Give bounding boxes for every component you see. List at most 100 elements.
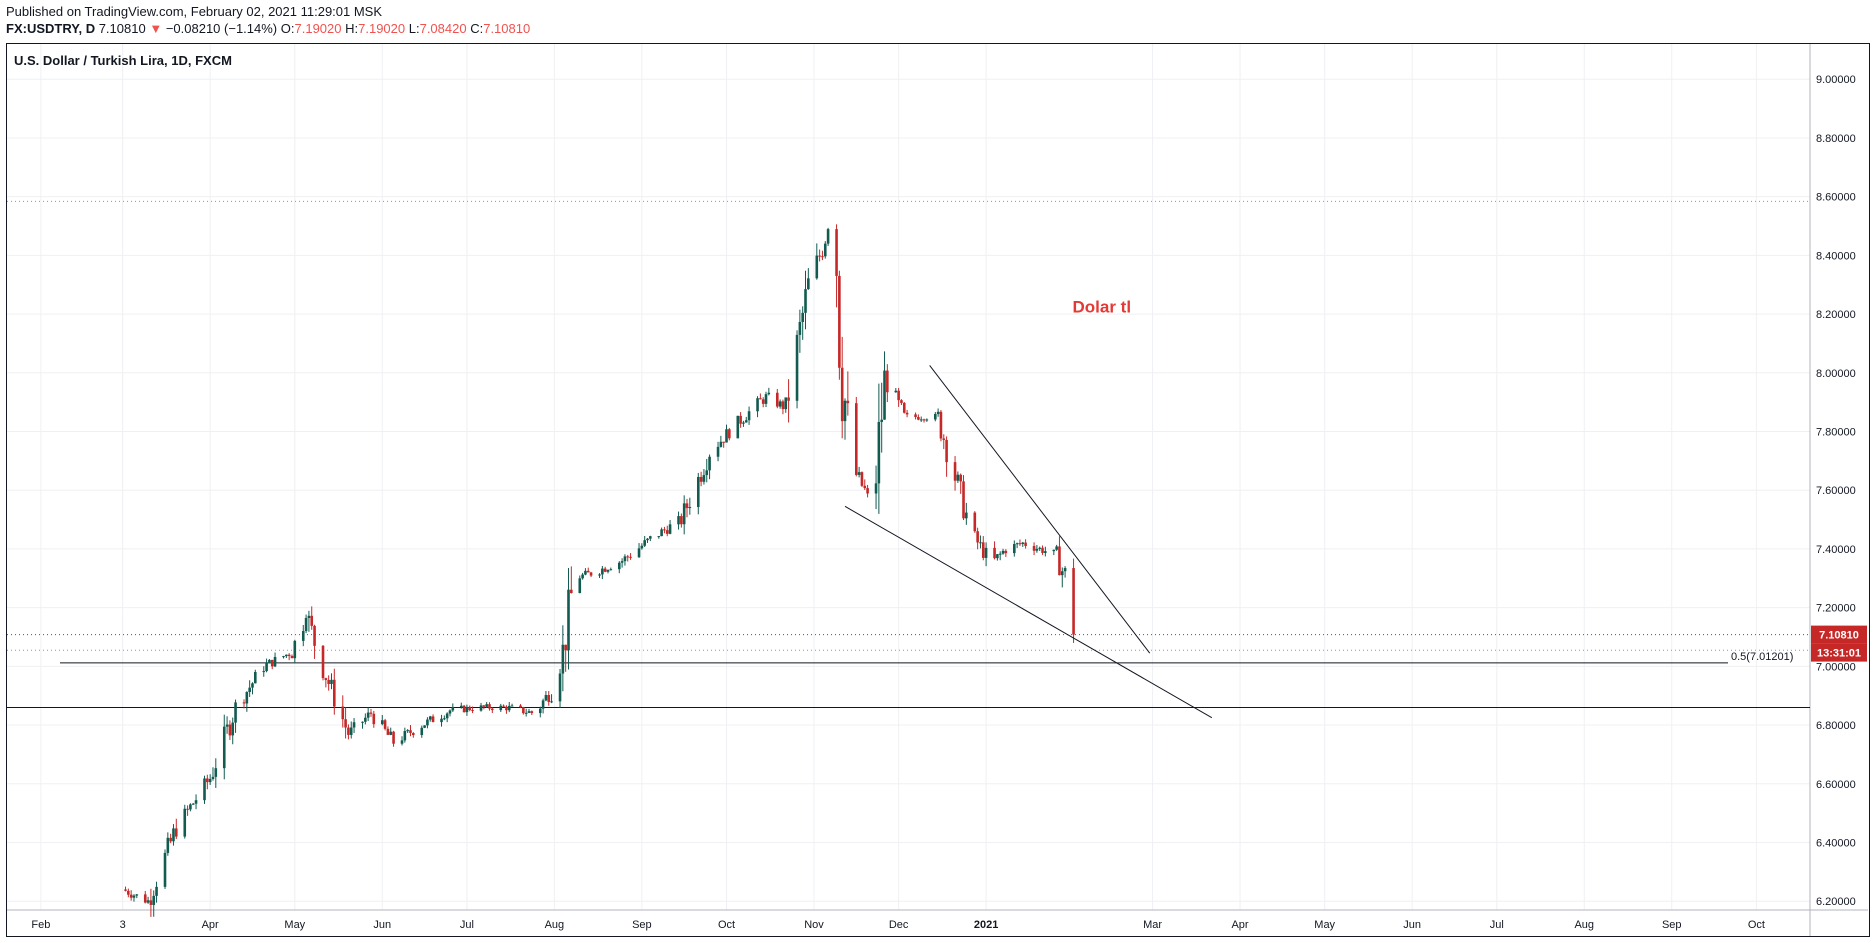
candle-up [705, 470, 709, 476]
candle-up [936, 411, 940, 414]
candle-down [942, 438, 946, 440]
candle-down [953, 462, 957, 481]
open-value: 7.19020 [294, 21, 342, 36]
candle-up [403, 731, 407, 741]
candle-up [163, 852, 167, 887]
y-tick-label: 6.20000 [1816, 896, 1856, 908]
y-tick-label: 6.80000 [1816, 720, 1856, 732]
candle-up [798, 321, 802, 335]
y-tick-label: 6.40000 [1816, 837, 1856, 849]
candle-up [307, 615, 311, 619]
candle-up [423, 725, 426, 728]
candle-down [468, 706, 472, 711]
low-value: 7.08420 [419, 21, 467, 36]
candle-down [149, 900, 153, 905]
candle-up [459, 705, 463, 708]
candle-down [347, 727, 350, 735]
candle-down [519, 705, 522, 708]
symbol-label: FX:USDTRY, D [6, 21, 96, 36]
y-tick-label: 7.20000 [1816, 603, 1856, 615]
candle-up [222, 726, 226, 769]
candle-up [225, 724, 229, 727]
candle-down [917, 417, 920, 420]
candles-group [124, 224, 1075, 917]
candle-up [696, 476, 700, 507]
x-tick-label: Jun [373, 919, 391, 931]
candle-down [409, 730, 412, 734]
candle-up [815, 255, 819, 279]
y-tick-label: 7.80000 [1816, 426, 1856, 438]
candle-down [482, 705, 486, 707]
candle-down [886, 370, 889, 393]
candle-up [191, 803, 195, 805]
candle-up [742, 422, 745, 424]
x-tick-label: May [284, 919, 305, 931]
candle-down [973, 512, 977, 532]
candle-up [826, 229, 830, 244]
candle-up [507, 705, 511, 711]
candle-down [589, 572, 593, 576]
candle-up [996, 554, 999, 559]
candle-up [440, 718, 443, 723]
countdown-tag [1811, 643, 1867, 662]
candle-down [287, 654, 291, 656]
candle-down [905, 412, 909, 415]
candle-up [400, 740, 404, 744]
last-price-tag [1811, 625, 1867, 644]
candle-up [584, 570, 587, 575]
candle-down [522, 707, 525, 714]
candle-down [333, 679, 336, 707]
candle-up [352, 722, 356, 728]
candle-down [1024, 542, 1027, 546]
candle-up [668, 524, 672, 534]
x-tick-label: 2021 [974, 919, 998, 931]
candle-down [547, 695, 551, 702]
trendline[interactable] [844, 505, 1213, 719]
candle-up [389, 731, 393, 735]
candle-down [787, 397, 790, 401]
candle-down [1072, 568, 1075, 635]
candle-up [1021, 542, 1025, 544]
trendline[interactable] [929, 365, 1151, 654]
x-tick-label: Aug [1574, 919, 1594, 931]
candle-down [369, 712, 373, 714]
candle-down [324, 678, 328, 680]
candle-up [823, 243, 827, 257]
candle-down [626, 556, 630, 558]
candle-up [702, 475, 706, 482]
candle-up [637, 548, 641, 558]
candle-up [538, 708, 542, 714]
candle-down [206, 778, 209, 783]
candle-up [479, 705, 483, 711]
candle-up [617, 562, 621, 570]
candle-up [380, 720, 384, 725]
candle-up [643, 540, 646, 546]
candle-up [649, 536, 652, 539]
candle-up [550, 701, 553, 703]
candle-up [203, 778, 206, 801]
candle-down [759, 398, 762, 400]
candle-down [685, 503, 689, 509]
candle-down [728, 429, 731, 439]
candle-up [1060, 571, 1064, 576]
candle-down [739, 415, 742, 424]
candle-down [761, 399, 765, 404]
candle-down [976, 531, 979, 543]
candle-up [443, 718, 446, 720]
candle-down [866, 488, 869, 494]
chart-frame[interactable] [6, 43, 1870, 937]
candle-down [821, 256, 824, 258]
candle-down [462, 705, 466, 713]
candle-up [366, 712, 370, 718]
candle-down [981, 542, 985, 558]
candle-down [174, 828, 178, 837]
candle-down [505, 706, 508, 711]
x-tick-label: Feb [31, 919, 50, 931]
candle-up [527, 711, 531, 713]
candle-up [688, 506, 692, 509]
candle-up [265, 663, 268, 672]
candle-down [835, 229, 838, 276]
candle-up [304, 618, 308, 632]
candle-up [465, 706, 469, 713]
